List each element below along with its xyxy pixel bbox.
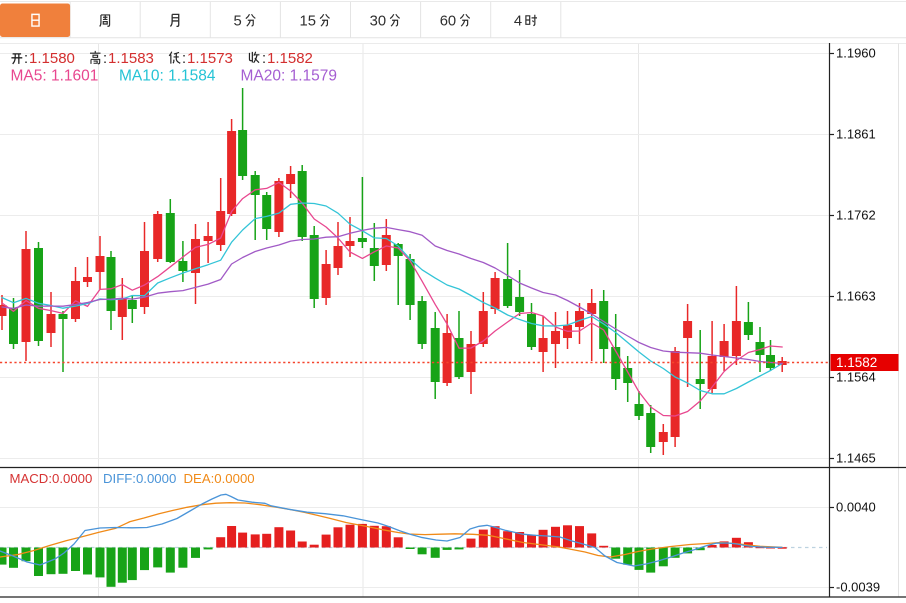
svg-text::: :: [24, 51, 28, 67]
svg-text::: :: [262, 51, 266, 67]
svg-text:1.1861: 1.1861: [836, 127, 876, 142]
svg-text:DEA:0.0000: DEA:0.0000: [184, 471, 255, 486]
svg-text:30: 30: [370, 14, 386, 30]
svg-text::: :: [103, 51, 107, 67]
svg-text:60: 60: [440, 14, 456, 30]
svg-text:1.1663: 1.1663: [836, 289, 876, 304]
svg-text:1.1582: 1.1582: [267, 50, 313, 67]
svg-text:MA20: 1.1579: MA20: 1.1579: [241, 68, 338, 85]
svg-text:MA5: 1.1601: MA5: 1.1601: [11, 68, 99, 85]
svg-text:-0.0039: -0.0039: [836, 580, 880, 595]
svg-text:MA10: 1.1584: MA10: 1.1584: [119, 68, 216, 85]
svg-text:1.1582: 1.1582: [836, 355, 877, 370]
svg-text:DIFF:0.0000: DIFF:0.0000: [103, 471, 176, 486]
svg-text:1.1960: 1.1960: [836, 46, 876, 61]
svg-text:5: 5: [234, 14, 242, 30]
svg-text:1.1564: 1.1564: [836, 370, 876, 385]
svg-text:1.1573: 1.1573: [187, 50, 233, 67]
svg-text:4: 4: [514, 14, 522, 30]
svg-text:1.1583: 1.1583: [108, 50, 154, 67]
svg-text:1.1580: 1.1580: [29, 50, 75, 67]
svg-text:1.1762: 1.1762: [836, 208, 876, 223]
svg-text:MACD:0.0000: MACD:0.0000: [10, 471, 93, 486]
svg-text::: :: [182, 51, 186, 67]
svg-text:1.1465: 1.1465: [836, 451, 876, 466]
svg-text:0.0040: 0.0040: [836, 500, 876, 515]
svg-text:15: 15: [300, 14, 316, 30]
